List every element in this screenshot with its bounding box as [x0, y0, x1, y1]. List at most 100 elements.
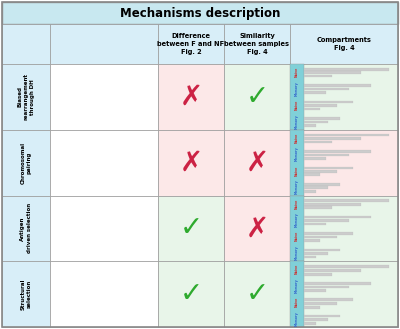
Bar — [304, 137, 360, 140]
Text: Antigen
driven selection: Antigen driven selection — [20, 203, 32, 253]
Text: Memory: Memory — [295, 311, 299, 326]
Bar — [304, 252, 328, 255]
Bar — [304, 157, 326, 160]
Bar — [304, 68, 389, 70]
Bar — [158, 261, 224, 327]
Bar — [158, 64, 224, 130]
Bar — [304, 150, 371, 153]
Bar — [50, 130, 158, 195]
Bar — [224, 195, 290, 261]
Bar — [290, 195, 304, 261]
Bar — [304, 187, 328, 189]
Bar — [2, 2, 398, 24]
Text: Naive: Naive — [295, 67, 299, 77]
Bar — [304, 121, 328, 123]
Text: Mechanisms description: Mechanisms description — [120, 7, 280, 19]
Text: Difference
between F and NF
Fig. 2: Difference between F and NF Fig. 2 — [158, 33, 224, 55]
Bar — [290, 64, 304, 130]
Bar — [304, 282, 371, 285]
Bar — [304, 322, 316, 325]
Bar — [304, 173, 320, 176]
Text: Naive: Naive — [295, 165, 299, 176]
Text: ✓: ✓ — [245, 83, 269, 111]
Bar — [304, 302, 337, 305]
Text: ✗: ✗ — [245, 215, 269, 242]
Text: Naive: Naive — [295, 198, 299, 209]
Bar — [304, 170, 337, 173]
Bar — [304, 286, 349, 289]
Bar — [304, 239, 320, 242]
Bar — [304, 124, 316, 127]
Text: Chromosomal
pairing: Chromosomal pairing — [20, 141, 32, 184]
Text: Memory: Memory — [295, 81, 299, 96]
Bar — [224, 24, 290, 64]
Bar — [304, 84, 371, 87]
Bar — [304, 290, 326, 292]
Bar — [304, 154, 349, 156]
Text: Naive: Naive — [295, 264, 299, 274]
Bar — [304, 249, 340, 251]
Bar — [304, 117, 340, 120]
Bar — [304, 265, 389, 268]
Bar — [304, 190, 316, 192]
Bar — [50, 195, 158, 261]
Text: ✓: ✓ — [179, 280, 203, 308]
Text: ✓: ✓ — [245, 280, 269, 308]
Text: ✗: ✗ — [179, 83, 203, 111]
Bar — [304, 166, 353, 169]
Bar — [304, 101, 353, 103]
Bar — [304, 318, 328, 321]
Text: ✓: ✓ — [179, 215, 203, 242]
Text: Similarity
between samples
Fig. 4: Similarity between samples Fig. 4 — [224, 33, 290, 55]
Text: Naive: Naive — [295, 100, 299, 110]
Bar — [304, 273, 332, 276]
Bar — [304, 236, 337, 239]
Bar — [304, 223, 326, 225]
Bar — [2, 24, 50, 64]
Bar — [304, 269, 360, 272]
Bar — [50, 261, 158, 327]
Bar — [304, 298, 353, 301]
Bar — [290, 130, 304, 195]
Bar — [224, 64, 290, 130]
Bar — [304, 104, 337, 107]
Bar — [304, 206, 332, 209]
Bar — [304, 183, 340, 186]
Bar — [304, 216, 371, 218]
Bar — [304, 91, 326, 94]
Bar — [2, 64, 50, 130]
Bar — [290, 195, 398, 261]
Bar — [290, 261, 398, 327]
Bar — [290, 64, 398, 130]
Text: Compartments
Fig. 4: Compartments Fig. 4 — [316, 37, 372, 51]
Bar — [304, 71, 360, 74]
Bar — [50, 24, 158, 64]
Bar — [224, 130, 290, 195]
Text: Naive: Naive — [295, 133, 299, 143]
Text: Biased
rearrangement
through DH: Biased rearrangement through DH — [17, 73, 35, 120]
Text: Memory: Memory — [295, 147, 299, 162]
Bar — [304, 315, 340, 317]
Text: Memory: Memory — [295, 245, 299, 260]
Text: Memory: Memory — [295, 213, 299, 227]
Bar — [304, 108, 320, 110]
Bar — [304, 88, 349, 90]
Bar — [224, 261, 290, 327]
Bar — [2, 130, 50, 195]
Bar — [304, 199, 389, 202]
Bar — [304, 203, 360, 206]
Bar — [158, 130, 224, 195]
Bar — [304, 256, 316, 258]
Bar — [304, 306, 320, 309]
Bar — [304, 219, 349, 222]
Text: Memory: Memory — [295, 278, 299, 293]
Bar — [2, 261, 50, 327]
Bar — [304, 134, 389, 136]
Bar — [304, 75, 332, 77]
Text: Memory: Memory — [295, 114, 299, 129]
Bar — [158, 195, 224, 261]
Bar — [50, 64, 158, 130]
Text: Memory: Memory — [295, 180, 299, 194]
Bar — [290, 24, 398, 64]
Bar — [290, 130, 398, 195]
